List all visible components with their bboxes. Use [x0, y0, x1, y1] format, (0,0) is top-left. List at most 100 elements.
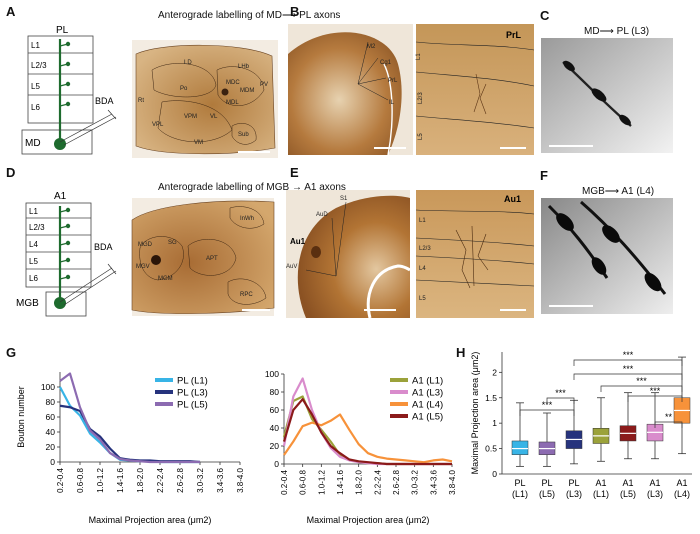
- x-tick-label: A1: [595, 478, 606, 488]
- y-tick-label: 2: [492, 367, 497, 377]
- schematic-layer: L4: [29, 240, 38, 249]
- y-axis-label: Bouton number: [16, 386, 26, 448]
- series-line: [282, 398, 452, 466]
- slice-label: PV: [260, 82, 268, 88]
- panel-a-letter: A: [6, 4, 16, 19]
- x-tick-label: 0.2-0.4: [280, 469, 289, 494]
- bouton: [591, 257, 607, 275]
- bouton: [619, 114, 631, 126]
- significance-label: ***: [623, 364, 634, 374]
- cortex-label: Cg1: [380, 60, 392, 66]
- x-tick-label: A1: [622, 478, 633, 488]
- x-tick-label: 1.0-1.2: [96, 467, 105, 492]
- bouton-dot: [65, 61, 71, 67]
- pipette-line: [59, 267, 113, 303]
- injection-site: [54, 297, 66, 309]
- y-tick-label: 80: [270, 387, 280, 397]
- x-tick-label: PL: [514, 478, 525, 488]
- zoom-layer: L1: [419, 218, 426, 224]
- box: [511, 440, 529, 455]
- bouton-dot: [65, 223, 71, 229]
- panel-f-title: MGB⟶ A1 (L4): [582, 186, 655, 197]
- panel-c-title: MD⟶ PL (L3): [584, 26, 650, 37]
- bouton: [644, 272, 662, 292]
- legend-label: A1 (L3): [412, 388, 443, 399]
- y-tick-label: 100: [41, 382, 55, 392]
- schematic-region-pl: PL: [56, 25, 69, 36]
- panel-b-prl-zoom: PrL L1 L2/3 L5: [415, 24, 535, 155]
- x-tick-label: 0.6-0.8: [76, 467, 85, 492]
- x-tick-label: 2.2-2.4: [156, 467, 165, 492]
- legend-label: A1 (L1): [412, 376, 443, 387]
- bouton: [563, 60, 575, 72]
- x-tick-label: 2.6-2.8: [392, 469, 401, 494]
- panel-c-letter: C: [540, 8, 550, 23]
- y-tick-label: 60: [270, 405, 280, 415]
- x-tick-label: (L1): [512, 489, 528, 499]
- schematic-source-mgb: MGB: [16, 298, 39, 309]
- slice-label: VPM: [184, 114, 197, 120]
- x-tick-label: (L5): [620, 489, 636, 499]
- x-tick-label: (L3): [566, 489, 582, 499]
- panel-d-thalamus-slice: InWh MGD SG MGV MGM APT RPC: [131, 198, 275, 316]
- slice-label: Rt: [138, 98, 144, 104]
- x-tick-label: (L5): [539, 489, 555, 499]
- legend-label: PL (L3): [177, 388, 208, 399]
- x-tick-label: (L3): [647, 489, 663, 499]
- y-tick-label: 0.5: [485, 444, 497, 454]
- panel-a-thalamus-slice: LD Po MDC LHb MDM PV MDL VPM VPL Rt VL V…: [132, 40, 278, 158]
- schematic-layer: L5: [29, 257, 38, 266]
- slice-label: MDL: [226, 100, 239, 106]
- series-line: [283, 413, 453, 464]
- y-tick-label: 1: [492, 418, 497, 428]
- bouton: [602, 225, 620, 243]
- x-tick-label: 3.8-4.0: [236, 467, 245, 492]
- panel-f-letter: F: [540, 168, 548, 183]
- panel-d-schematic: A1 L1 L2/3 L4 L5 L6 MGB BDA: [16, 191, 117, 317]
- schematic-layer: L1: [31, 41, 40, 50]
- x-tick-label: 2.6-2.8: [176, 467, 185, 492]
- x-tick-label: 3.4-3.6: [216, 467, 225, 492]
- bouton-dot: [65, 274, 71, 280]
- zoom-layer: L2/3: [418, 92, 424, 104]
- bouton-dot: [65, 257, 71, 263]
- significance-label: ***: [623, 350, 634, 360]
- cortex-label: S1: [340, 196, 348, 202]
- significance-label: ***: [542, 400, 553, 410]
- panel-h-letter: H: [456, 345, 466, 360]
- zoom-layer: L2/3: [419, 246, 431, 252]
- slice-label: VL: [210, 114, 218, 120]
- injection-deposit: [151, 255, 161, 265]
- injection-deposit: [221, 88, 229, 96]
- significance-label: ***: [636, 376, 647, 386]
- slice-label: RPC: [240, 292, 253, 298]
- y-tick-label: 20: [270, 441, 280, 451]
- series-line: [59, 372, 200, 464]
- x-tick-label: 1.8-2.0: [136, 467, 145, 492]
- cortex-label: IL: [389, 100, 395, 106]
- schematic-layer: L6: [31, 103, 40, 112]
- schematic-source-md: MD: [25, 138, 41, 149]
- significance-bracket: [654, 421, 683, 428]
- bouton-dot: [65, 81, 71, 87]
- schematic-layer: L5: [31, 82, 40, 91]
- slice-label: APT: [206, 256, 218, 262]
- panel-c-em-image: [541, 38, 673, 153]
- slice-label: MDM: [240, 88, 254, 94]
- schematic-layer: L2/3: [29, 223, 45, 232]
- slice-label: Po: [180, 86, 188, 92]
- slice-label: Sub: [238, 132, 249, 138]
- x-tick-label: 3.0-3.2: [196, 467, 205, 492]
- y-tick-label: 0: [492, 469, 497, 479]
- cortex-label: M2: [367, 44, 376, 50]
- slice-label: MGD: [138, 242, 153, 248]
- slice-label: MGV: [136, 264, 150, 270]
- chart-g-pl: 0 20 40 60 80 100 0.2-0.4 0.6-0.8 1.0-1.2 1.4-1.6…: [16, 372, 245, 525]
- panel-b-cortex-slice: M2 Cg1 PrL IL: [288, 24, 413, 156]
- legend-label: A1 (L5): [412, 412, 443, 423]
- significance-bracket: [573, 359, 683, 366]
- zoom-layer: L5: [418, 133, 424, 140]
- y-tick-label: 80: [46, 397, 56, 407]
- y-tick-label: 40: [46, 427, 56, 437]
- x-tick-label: 1.0-1.2: [317, 469, 326, 494]
